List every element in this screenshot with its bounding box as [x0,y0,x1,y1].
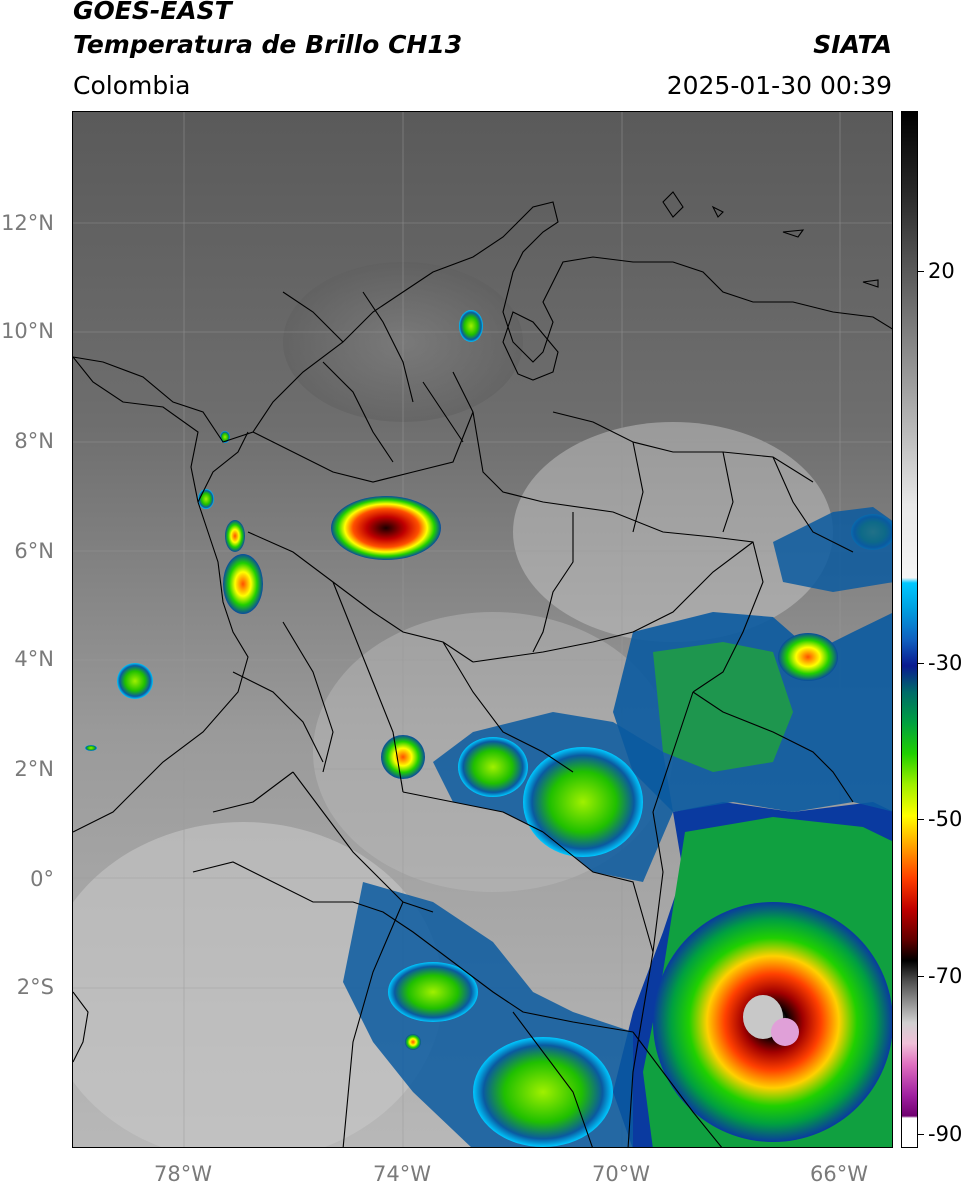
lon-label-66w: 66°W [810,1162,868,1186]
colorbar-label-minus30: -30 [928,651,963,675]
agency-label: SIATA [813,30,892,59]
lon-label-70w: 70°W [592,1162,650,1186]
product-title: Temperatura de Brillo CH13 [73,30,463,59]
lat-label-6n: 6°N [14,539,54,563]
lat-label-0: 0° [30,867,54,891]
lat-label-4n: 4°N [14,647,54,671]
colorbar-tick [918,976,924,977]
lon-label-74w: 74°W [373,1162,431,1186]
colorbar-tick [918,271,924,272]
region-label: Colombia [73,71,191,100]
colorbar-label-minus50: -50 [928,807,963,831]
temperature-colorbar [901,111,918,1148]
satellite-map[interactable] [72,111,893,1148]
lat-label-12n: 12°N [1,211,54,235]
lat-label-10n: 10°N [1,319,54,343]
lat-label-2n: 2°N [14,757,54,781]
datetime-label: 2025-01-30 00:39 [666,71,892,100]
colorbar-tick [918,1134,924,1135]
colorbar-label-minus70: -70 [928,964,963,988]
colorbar-tick [918,819,924,820]
colorbar-tick [918,663,924,664]
colorbar-label-20: 20 [928,259,955,283]
lat-label-2s: 2°S [16,975,54,999]
satellite-title: GOES-EAST [73,0,232,25]
colorbar-label-minus90: -90 [928,1122,963,1146]
lat-label-8n: 8°N [14,429,54,453]
lon-label-78w: 78°W [154,1162,212,1186]
